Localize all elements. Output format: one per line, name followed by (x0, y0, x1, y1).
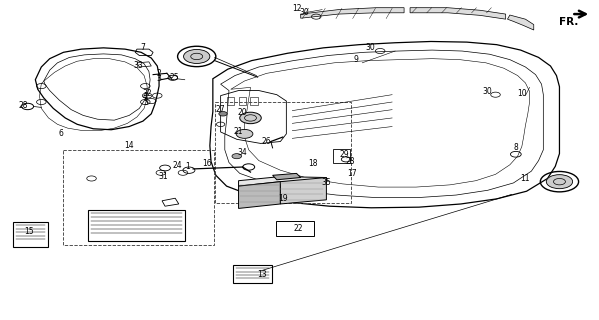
Text: 11: 11 (521, 174, 530, 183)
Text: 25: 25 (169, 73, 179, 82)
Circle shape (183, 50, 210, 63)
Text: 29: 29 (340, 150, 349, 159)
Text: 12: 12 (292, 4, 301, 13)
Text: 14: 14 (125, 141, 134, 150)
Text: 21: 21 (234, 127, 243, 136)
Text: 23: 23 (346, 157, 355, 166)
Text: 3: 3 (156, 74, 162, 83)
Text: 34: 34 (238, 148, 247, 156)
Text: 6: 6 (58, 129, 63, 138)
Text: 31: 31 (158, 172, 168, 181)
Text: 7: 7 (141, 43, 146, 52)
Text: 1: 1 (184, 162, 189, 171)
Text: 30: 30 (483, 87, 492, 96)
Text: 26: 26 (262, 137, 271, 146)
Polygon shape (410, 8, 506, 19)
Circle shape (240, 112, 261, 124)
Text: 5: 5 (143, 98, 148, 107)
Polygon shape (238, 182, 280, 208)
Text: 17: 17 (347, 169, 357, 178)
Text: 24: 24 (172, 161, 182, 170)
Text: 32: 32 (143, 89, 152, 98)
Text: 28: 28 (19, 101, 28, 110)
Text: 33: 33 (133, 60, 143, 69)
Text: 10: 10 (517, 89, 527, 98)
Text: FR.: FR. (559, 17, 578, 27)
Text: 18: 18 (308, 159, 317, 168)
Text: 30: 30 (300, 8, 309, 17)
Circle shape (232, 154, 241, 159)
Text: 35: 35 (322, 179, 331, 188)
Circle shape (236, 129, 253, 138)
Text: 22: 22 (294, 224, 303, 233)
Polygon shape (301, 8, 404, 18)
Text: 4: 4 (143, 92, 148, 101)
Text: 16: 16 (202, 159, 211, 168)
Text: 9: 9 (354, 55, 359, 64)
Text: 8: 8 (513, 143, 518, 152)
Polygon shape (280, 178, 326, 204)
Polygon shape (238, 177, 326, 186)
Polygon shape (507, 15, 534, 30)
Text: 2: 2 (157, 69, 162, 78)
Circle shape (219, 112, 227, 116)
Circle shape (546, 175, 573, 189)
Text: 19: 19 (278, 194, 288, 204)
Text: 20: 20 (238, 108, 247, 117)
Text: 27: 27 (216, 105, 225, 114)
Text: 15: 15 (25, 227, 34, 236)
Polygon shape (273, 173, 301, 180)
Text: 13: 13 (258, 269, 267, 279)
Text: 30: 30 (365, 43, 375, 52)
